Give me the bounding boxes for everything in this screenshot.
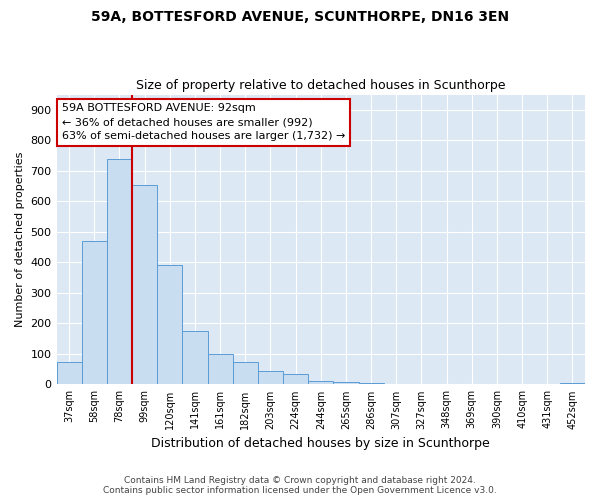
Bar: [182, 331, 208, 384]
Y-axis label: Number of detached properties: Number of detached properties: [15, 152, 25, 327]
Bar: [208, 354, 233, 384]
Text: 59A BOTTESFORD AVENUE: 92sqm
← 36% of detached houses are smaller (992)
63% of s: 59A BOTTESFORD AVENUE: 92sqm ← 36% of de…: [62, 104, 345, 142]
Bar: [157, 266, 182, 384]
X-axis label: Distribution of detached houses by size in Scunthorpe: Distribution of detached houses by size …: [151, 437, 490, 450]
Bar: [308, 381, 334, 384]
Bar: [82, 241, 107, 384]
Bar: [107, 158, 132, 384]
Bar: [560, 383, 585, 384]
Bar: [283, 374, 308, 384]
Bar: [233, 362, 258, 384]
Bar: [334, 382, 359, 384]
Title: Size of property relative to detached houses in Scunthorpe: Size of property relative to detached ho…: [136, 79, 506, 92]
Bar: [258, 370, 283, 384]
Text: 59A, BOTTESFORD AVENUE, SCUNTHORPE, DN16 3EN: 59A, BOTTESFORD AVENUE, SCUNTHORPE, DN16…: [91, 10, 509, 24]
Bar: [56, 362, 82, 384]
Text: Contains HM Land Registry data © Crown copyright and database right 2024.
Contai: Contains HM Land Registry data © Crown c…: [103, 476, 497, 495]
Bar: [359, 383, 383, 384]
Bar: [132, 184, 157, 384]
